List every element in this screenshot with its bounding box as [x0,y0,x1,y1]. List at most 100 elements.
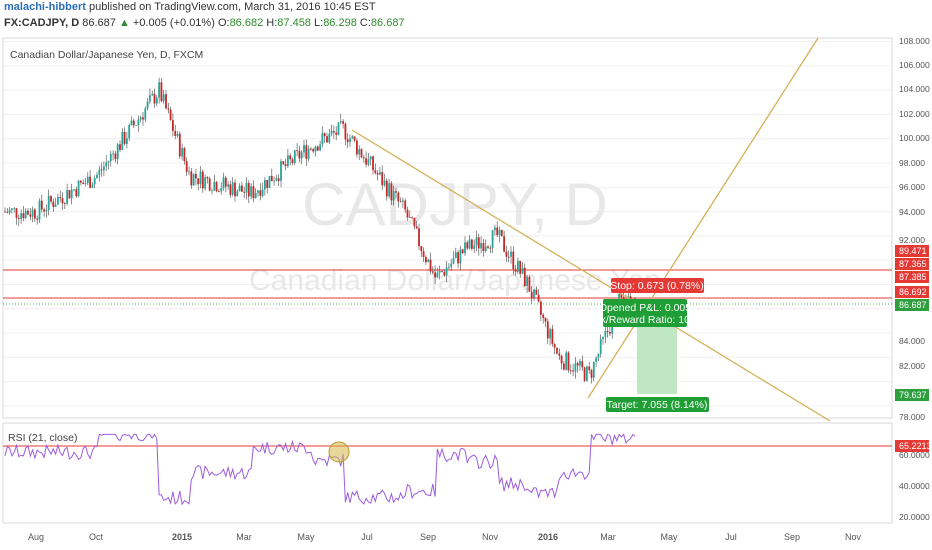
ascending-trendline[interactable] [587,37,819,399]
price-tick: 104.000 [899,84,930,94]
candle-body [13,208,16,210]
time-axis[interactable]: Aug Oct 2015 Mar May Jul Sep Nov 2016 Ma… [28,532,862,542]
candle-body [602,336,604,340]
descending-trendline[interactable] [351,129,831,422]
rsi-tick: 40.0000 [899,481,930,491]
candle-body [588,366,591,371]
candle-body [211,190,213,192]
candle-body [63,203,66,204]
candle-body [595,357,597,362]
candle-body [314,146,317,152]
candle-body [429,259,432,272]
time-tick: Aug [28,532,44,542]
publish-info: published on TradingView.com, March 31, … [88,1,376,13]
target-zone[interactable] [637,325,677,394]
candle-body [404,200,407,210]
candle-body [103,166,105,171]
price-tick: 100.000 [899,133,930,143]
candle-body [422,251,425,258]
candle-body [408,217,411,219]
candle-body [144,108,147,120]
candle-body [489,247,492,249]
candle-body [22,213,25,219]
candle-body [310,148,312,150]
candle-body [448,267,450,268]
time-tick: Mar [600,532,616,542]
candle-body [365,158,367,165]
last-price: 86.687 [82,17,116,29]
candle-body [402,200,404,202]
candle-body [356,140,358,155]
candle-body [250,186,252,197]
candle-body [229,184,232,195]
rsi-highlight-circle[interactable] [328,441,350,463]
main-pane [2,37,893,419]
candle-body [579,361,581,366]
candle-body [238,185,241,192]
time-tick: Nov [845,532,862,542]
candle-body [220,188,223,192]
price-badge [895,258,929,270]
price-tick: 98.000 [899,158,925,168]
price-tick: 94.000 [899,207,925,217]
candle-body [342,121,344,124]
candle-body [496,227,499,236]
candle-body [519,260,522,274]
candle-body [418,228,420,247]
candle-body [514,269,517,272]
candle-body [549,328,551,339]
rsi-axis[interactable]: 65.2213 60.0000 40.0000 20.0000 [895,440,932,522]
candle-body [563,363,565,370]
candle-body [326,136,328,143]
candle-body [576,363,579,366]
candle-body [4,211,6,213]
candle-body [89,176,91,188]
candle-body [181,147,183,157]
price-axis[interactable]: 108.000 106.000 104.000 102.000 100.000 … [895,36,930,422]
candle-body [123,131,126,144]
candle-body [243,191,246,193]
candle-body [227,184,229,187]
candle-body [162,94,165,102]
candle-body [153,93,156,104]
candle-body [388,183,390,197]
candle-body [15,208,18,218]
candle-body [109,153,112,162]
candle-body [381,172,384,186]
candle-body [606,331,609,333]
candle-body [277,178,280,181]
candle-body [468,239,471,249]
candle-body [167,108,170,110]
rsi-badge [895,440,929,452]
candle-body [477,237,480,249]
candle-body [344,123,347,140]
candle-body [100,169,103,171]
candle-body [413,217,416,227]
rsi-badge-label: 65.2213 [899,441,932,451]
candle-body [257,190,259,193]
price-badge [895,389,929,401]
price-badge-label: 86.692 [899,287,927,297]
price-tick: 84.000 [899,336,925,346]
author-link[interactable]: malachi-hibbert [4,1,86,13]
candle-body [236,191,239,197]
candle-body [487,246,489,248]
candle-body [234,182,236,197]
candle-body [61,198,64,204]
candle-body [335,132,338,135]
candle-body [280,161,282,181]
high-label: H: [266,17,278,29]
candle-body [254,192,257,199]
candle-body [208,178,211,191]
price-badge-label: 79.637 [899,390,927,400]
candle-body [503,236,505,252]
candle-body [195,174,197,179]
candle-body [351,136,354,139]
candle-body [300,152,303,159]
candle-body [264,180,266,190]
candle-body [540,301,542,315]
candle-body [114,153,117,160]
time-tick: May [660,532,678,542]
rsi-pane-title: RSI (21, close) [8,432,77,444]
